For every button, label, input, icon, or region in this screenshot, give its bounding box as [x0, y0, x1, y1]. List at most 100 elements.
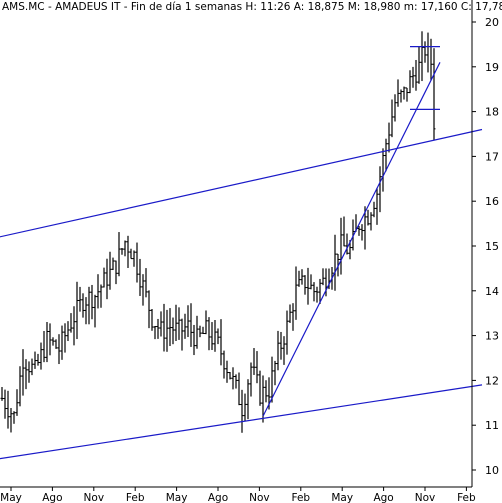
y-tick-label: 17 — [485, 150, 499, 163]
x-tick-label: Ago — [373, 492, 393, 503]
price-bar — [126, 235, 130, 268]
price-bar — [93, 294, 97, 328]
price-bar — [183, 313, 187, 339]
price-bar — [75, 281, 79, 340]
price-bar — [108, 251, 112, 290]
price-bar — [258, 370, 262, 406]
x-tick-label: Feb — [292, 492, 311, 503]
price-bar — [69, 313, 73, 333]
y-axis: 20 19 18 17 16 15 14 13 12 11 10 — [472, 16, 499, 477]
price-bar — [315, 286, 319, 303]
price-bar — [240, 389, 244, 433]
x-tick-label: May — [0, 492, 22, 503]
price-bar — [375, 187, 379, 225]
price-bar — [393, 94, 397, 122]
price-bar — [306, 267, 310, 305]
price-bar — [288, 304, 292, 323]
price-bar — [222, 350, 226, 379]
price-bar — [273, 360, 277, 386]
price-bar — [204, 310, 208, 335]
price-bar — [6, 390, 10, 429]
x-tick-label: Nov — [84, 492, 105, 503]
price-bar — [90, 284, 94, 320]
price-bar — [84, 297, 88, 325]
trendline — [0, 384, 483, 460]
price-bar — [132, 250, 136, 267]
price-bar — [78, 286, 82, 312]
price-bar — [396, 79, 400, 107]
price-bar — [0, 387, 4, 401]
price-bar — [384, 138, 388, 172]
x-tick-label: Nov — [249, 492, 270, 503]
price-bar — [282, 336, 286, 365]
price-bar — [177, 307, 181, 340]
price-bar — [39, 342, 43, 370]
price-bar — [285, 310, 289, 355]
price-bar — [105, 258, 109, 300]
price-bar — [42, 330, 46, 363]
price-bar — [237, 372, 241, 406]
price-bar — [387, 122, 391, 153]
price-bar — [303, 275, 307, 295]
price-bar — [66, 321, 70, 342]
price-bar — [114, 260, 118, 285]
price-bar — [219, 319, 223, 366]
price-bar — [210, 322, 214, 350]
price-bar — [147, 290, 151, 329]
price-bar — [423, 41, 427, 63]
x-tick-label: Nov — [415, 492, 436, 503]
trendline — [262, 62, 441, 417]
price-bar — [153, 325, 157, 340]
price-bar — [429, 38, 433, 81]
price-bar — [21, 349, 25, 396]
x-tick-label: Ago — [208, 492, 228, 503]
price-bar — [189, 303, 193, 347]
x-tick-label: Ago — [42, 492, 62, 503]
y-tick-label: 14 — [485, 285, 499, 298]
chart-title: AMS.MC - AMADEUS IT - Fin de día 1 seman… — [2, 1, 502, 13]
price-bar — [99, 284, 103, 308]
y-tick-label: 16 — [485, 195, 499, 208]
price-bar — [9, 408, 13, 433]
y-tick-label: 11 — [485, 419, 499, 432]
price-bar — [249, 362, 253, 397]
x-tick-label: May — [166, 492, 188, 503]
price-bar — [417, 46, 421, 84]
price-bar — [432, 48, 436, 141]
price-bar — [207, 317, 211, 351]
price-bar — [129, 248, 133, 260]
price-bar — [360, 224, 364, 241]
y-tick-label: 12 — [485, 374, 499, 387]
price-bar — [117, 232, 121, 277]
price-bar — [366, 209, 370, 226]
price-bar — [279, 331, 283, 360]
price-bar — [141, 274, 145, 306]
price-bar — [264, 380, 268, 403]
price-bar — [123, 240, 127, 257]
price-bar — [309, 274, 313, 290]
price-bar — [33, 351, 37, 369]
price-bar — [171, 317, 175, 345]
price-bar — [198, 325, 202, 338]
x-tick-label: May — [331, 492, 353, 503]
price-bar — [138, 258, 142, 296]
price-bar — [342, 216, 346, 247]
price-bar — [270, 356, 274, 403]
price-bar — [186, 305, 190, 338]
price-bar — [297, 270, 301, 287]
price-bar — [405, 87, 409, 102]
price-bar — [96, 274, 100, 309]
price-bar — [345, 233, 349, 255]
price-bar — [228, 371, 232, 380]
x-tick-label: Feb — [126, 492, 145, 503]
price-bar — [381, 148, 385, 192]
y-tick-label: 13 — [485, 330, 499, 343]
price-bar — [294, 266, 298, 320]
price-bar — [174, 304, 178, 342]
y-tick-label: 20 — [485, 16, 499, 29]
price-bar — [369, 212, 373, 231]
price-bar — [408, 70, 412, 94]
price-bar — [201, 326, 205, 334]
price-bar — [12, 411, 16, 424]
